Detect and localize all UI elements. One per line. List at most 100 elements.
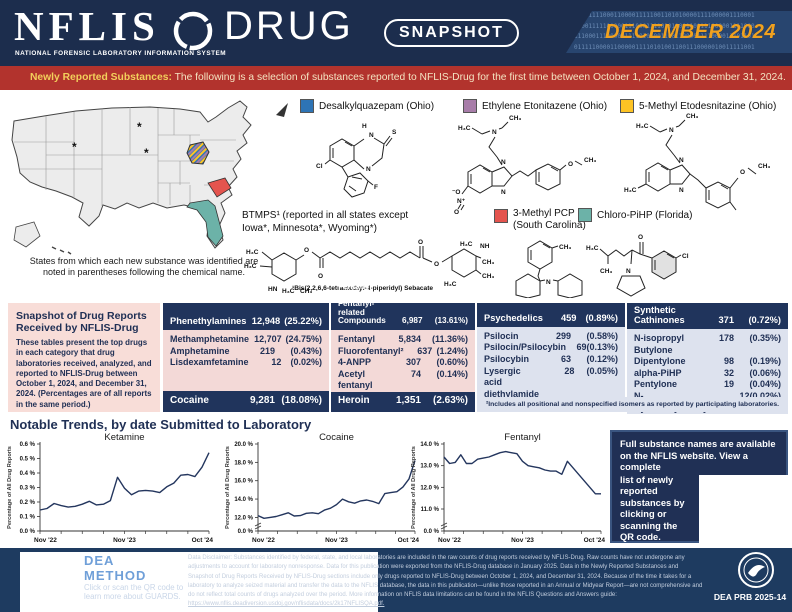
y-tick-label: 0.3 % xyxy=(20,486,36,492)
svg-text:N: N xyxy=(369,132,374,139)
svg-text:N⁺: N⁺ xyxy=(457,198,466,205)
table-row: Fentanyl 5,834 (11.36%) xyxy=(338,334,468,346)
trend-line xyxy=(39,452,210,511)
y-tick-label: 13.0 % xyxy=(420,464,439,470)
y-tick-label: 14.0 % xyxy=(234,497,253,503)
legend-chloro-pihp: Chloro-PiHP (Florida) xyxy=(578,208,692,222)
drug-pct: (0.04%) xyxy=(749,379,781,390)
y-tick-label: 0.1 % xyxy=(20,515,36,521)
drug-pct: (0.02%) xyxy=(290,357,322,368)
binary-row: 1000111110000011100011110101100110011100… xyxy=(574,22,755,30)
table-row: Pentylone 19 (0.04%) xyxy=(634,379,781,391)
svg-text:H₃C: H₃C xyxy=(460,241,473,248)
drug-count: 5,834 xyxy=(398,334,421,344)
drug-pct: (0.14%) xyxy=(436,368,468,379)
table-group-synthetic-cathinones: Synthetic Cathinones 371 (0.72%) N-isopr… xyxy=(627,303,788,415)
header-bar: NFLIS NATIONAL FORENSIC LABORATORY INFOR… xyxy=(0,0,792,66)
table-group-phenethylamines: Phenethylamines 12,948 (25.22%) Methamph… xyxy=(163,303,329,412)
y-tick-label: 11.0 % xyxy=(421,507,440,513)
legend-desalkylquazepam: Desalkylquazepam (Ohio) xyxy=(300,99,434,113)
drug-count: 98 xyxy=(723,356,734,367)
svg-text:N: N xyxy=(501,189,506,196)
drug-pct: (0.19%) xyxy=(749,356,781,367)
drug-name: Fluorofentanyl² xyxy=(338,345,404,356)
svg-text:CH₃: CH₃ xyxy=(482,273,494,280)
drug-name: Dipentylone xyxy=(634,356,686,367)
svg-text:N: N xyxy=(492,129,497,136)
binary-row: 0111110000110000011110101001100111000001… xyxy=(574,43,755,51)
table-row: Acetyl fentanyl 74 (0.14%) xyxy=(338,369,468,392)
drug-pct: (24.75%) xyxy=(285,334,322,344)
snapshot-panel-title: Snapshot of Drug Reports Received by NFL… xyxy=(16,310,147,335)
legend-5-methyl-etodesnitazine: 5-Methyl Etodesnitazine (Ohio) xyxy=(620,99,776,113)
table-header: Phenethylamines 12,948 (25.22%) xyxy=(163,303,329,330)
axis-break-icon xyxy=(440,522,448,527)
y-tick-label: 0.2 % xyxy=(20,500,36,506)
guards-qr-code[interactable] xyxy=(20,552,378,612)
table-group-psychedelics: Psychedelics 459 (0.89%) Psilocin 299 (0.5… xyxy=(477,303,625,412)
nflis-logo-subtitle: NATIONAL FORENSIC LABORATORY INFORMATION… xyxy=(15,50,227,57)
drug-count: 74 xyxy=(410,368,421,379)
table-footnote: ²Includes all positional and nonspecifie… xyxy=(477,397,788,412)
svg-text:O: O xyxy=(454,209,459,214)
drug-pct: (0.35%) xyxy=(749,333,781,343)
drug-logo: DRUG xyxy=(224,4,354,48)
trend-line xyxy=(443,450,601,495)
svg-text:N: N xyxy=(669,127,674,134)
drug-name: Amphetamine xyxy=(170,345,230,356)
svg-text:Cl: Cl xyxy=(316,163,323,170)
table-body: Fentanyl 5,834 (11.36%) Fluorofentanyl² 637(… xyxy=(331,330,475,392)
btmps-label: BTMPS¹ (reported in all states except Io… xyxy=(242,210,409,234)
drug-count: 219 xyxy=(259,345,275,356)
drug-report-table: Phenethylamines 12,948 (25.22%) Methamph… xyxy=(163,282,788,415)
legend-swatch-red xyxy=(494,209,508,223)
svg-text:O: O xyxy=(304,247,309,254)
legend-3-methyl-pcp: 3-Methyl PCP (South Carolina) xyxy=(494,208,586,231)
x-tick-label: Nov '22 xyxy=(438,537,461,544)
table-row: Psilocin/Psilocybin 69 (0.13%) xyxy=(484,342,618,354)
svg-text:CH₃: CH₃ xyxy=(559,244,571,251)
drug-name: Psilocin/Psilocybin xyxy=(484,342,567,353)
drug-pct: (11.36%) xyxy=(431,334,468,344)
y-axis-label: Percentage of All Drug Reports xyxy=(225,446,231,529)
svg-text:N: N xyxy=(679,157,684,164)
disclaimer-link[interactable]: https://www.nflis.deadiversion.usdoj.gov… xyxy=(188,601,385,608)
y-tick-label: 0.4 % xyxy=(20,471,36,477)
svg-text:N: N xyxy=(679,187,684,194)
drug-count: 178 xyxy=(718,333,734,343)
drug-pct: (0.43%) xyxy=(290,345,322,356)
table-row: Psilocybin 63 (0.12%) xyxy=(484,354,618,366)
x-tick-label: Nov '22 xyxy=(252,537,275,544)
svg-text:H₃C: H₃C xyxy=(624,187,637,194)
svg-text:N: N xyxy=(366,166,371,173)
binary-row: 1110001110000011110101001100110000111100… xyxy=(574,33,755,40)
drug-name: Acetyl fentanyl xyxy=(338,368,373,391)
y-axis-label: Percentage of All Drug Reports xyxy=(411,446,417,529)
trends-heading: Notable Trends, by date Submitted to Lab… xyxy=(10,417,312,432)
info-intro: Full substance names are available on th… xyxy=(620,439,776,473)
svg-text:Cl: Cl xyxy=(682,253,689,260)
hawaii-shape xyxy=(51,246,72,255)
y-tick-label: 16.0 % xyxy=(234,479,253,485)
svg-text:O: O xyxy=(638,234,643,241)
svg-text:O: O xyxy=(740,169,745,176)
y-tick-label: 0.5 % xyxy=(20,457,36,463)
svg-text:H₃C: H₃C xyxy=(244,263,257,270)
svg-text:S: S xyxy=(392,129,397,136)
drug-name: N-isopropyl Butylone xyxy=(634,333,685,355)
alaska-shape xyxy=(13,221,41,248)
svg-text:F: F xyxy=(374,184,378,191)
table-header: Synthetic Cathinones 371 (0.72%) xyxy=(627,303,788,329)
drug-name: Psilocybin xyxy=(484,354,530,365)
table-header: Fentanyl and Fentanyl-related Compounds … xyxy=(331,282,475,330)
x-tick-label: Oct '24 xyxy=(398,537,420,544)
drug-count: 32 xyxy=(723,367,734,378)
table-footer-cocaine: Cocaine 9,281 (18.08%) xyxy=(163,391,329,412)
legend-swatch-blue xyxy=(300,99,314,113)
drug-name: Psilocin xyxy=(484,330,519,341)
chart-fentanyl: 0.0 % 11.0 % 12.0 % 13.0 % 14.0 % Nov '22 Nov … xyxy=(411,432,605,544)
drug-count: 63 xyxy=(560,354,571,365)
chart-ketamine: 0.0 % 0.1 % 0.2 % 0.3 % 0.4 % 0.5 % 0.6 % Nov '… xyxy=(7,432,213,544)
drug-name: Pentylone xyxy=(634,379,678,390)
